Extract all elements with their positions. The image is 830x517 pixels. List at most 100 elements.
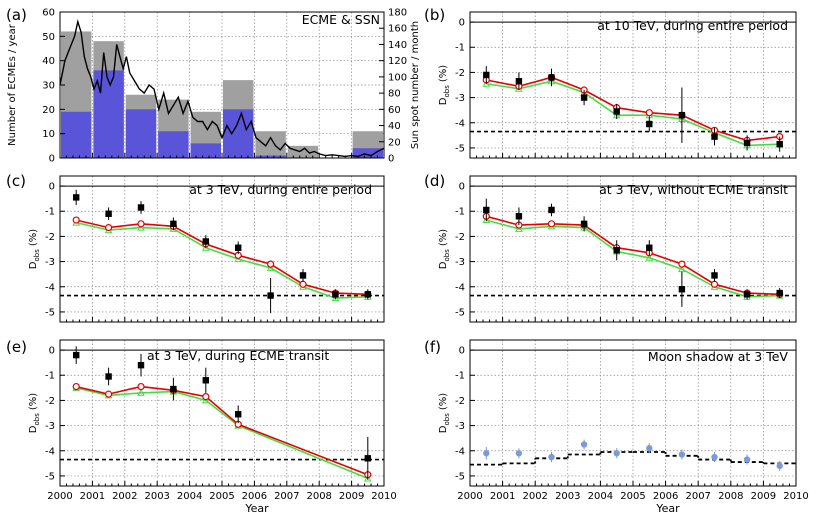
bar <box>190 143 221 158</box>
model-marker <box>72 216 80 224</box>
data-point <box>776 140 783 148</box>
y-tick-label: 60 <box>42 8 55 19</box>
data-point <box>743 139 751 147</box>
y-axis-title-main: D <box>28 425 39 433</box>
data-point <box>267 292 274 299</box>
panel-label: (b) <box>424 6 445 24</box>
x-tick-label: 2007 <box>685 491 710 502</box>
y-tick-label: -4 <box>455 446 465 457</box>
y2-tick-label: 100 <box>388 72 407 83</box>
panel-d: Dobs (%) 0 -1 -2 -3 -4 -5 (d) at 3 TeV, without E… <box>424 172 797 323</box>
y-tick-label: 0 <box>49 182 55 193</box>
y-tick-label: -5 <box>455 471 465 482</box>
x-tick-label: 2005 <box>620 491 645 502</box>
y-tick-label: -2 <box>45 232 55 243</box>
model-marker <box>104 390 113 398</box>
data-point <box>678 451 686 458</box>
model-marker <box>678 260 686 268</box>
y-axis-title-unit: (%) <box>438 393 449 410</box>
x-tick-label: 2006 <box>242 491 267 502</box>
data-point <box>364 455 371 462</box>
model-line <box>486 219 780 298</box>
x-tick-label: 2009 <box>751 491 776 502</box>
panel-title: ECME & SSN <box>302 12 380 27</box>
model-line <box>486 76 780 142</box>
model-marker <box>645 109 653 117</box>
model-marker <box>202 393 210 401</box>
data-point <box>678 112 686 119</box>
data-point <box>483 450 490 457</box>
y2-tick-label: 140 <box>388 40 407 51</box>
model-marker <box>645 253 654 261</box>
y-tick-label: -3 <box>455 93 465 104</box>
bar <box>61 111 92 158</box>
x-tick-label: 2008 <box>718 491 743 502</box>
y-tick-label: -4 <box>45 282 55 293</box>
plot-frame <box>59 175 385 323</box>
model-marker <box>72 382 80 391</box>
data-point <box>743 291 751 298</box>
y2-tick-label: 60 <box>388 105 401 116</box>
y2-tick-label: 20 <box>388 137 401 148</box>
model-line <box>76 387 369 480</box>
y-tick-label: 0 <box>49 346 55 357</box>
x-tick-label: 2007 <box>274 491 299 502</box>
y-axis-title-main: D <box>438 425 449 433</box>
x-tick-label: 2001 <box>490 491 515 502</box>
model-marker <box>710 280 719 288</box>
y-tick-label: -5 <box>455 307 465 318</box>
x-tick-label: 2001 <box>80 491 105 502</box>
data-point <box>678 286 686 293</box>
data-point <box>235 244 242 251</box>
panel-title: at 3 TeV, during ECME transit <box>147 348 329 363</box>
y-tick-label: -2 <box>455 396 465 407</box>
x-tick-label: 2004 <box>177 491 202 502</box>
y-tick-label: -1 <box>455 207 465 218</box>
data-point <box>332 291 339 298</box>
y-axis-title-main: D <box>438 97 449 105</box>
y-axis-title: Dobs (%) <box>438 65 451 105</box>
y2-tick-label: 40 <box>388 121 401 132</box>
data-point <box>515 450 523 457</box>
plot-frame <box>59 339 385 487</box>
data-point <box>613 247 620 254</box>
plot-frame <box>469 339 797 487</box>
plot-frame <box>59 11 385 159</box>
model-marker <box>363 474 372 482</box>
y-axis-title-sub: obs <box>443 249 451 262</box>
y-axis-title-unit: (%) <box>28 393 39 410</box>
x-tick-label: 2003 <box>144 491 169 502</box>
y-tick-label: -3 <box>455 421 465 432</box>
bar <box>158 131 189 158</box>
y-axis-title: Dobs (%) <box>438 393 451 433</box>
model-marker <box>137 223 145 231</box>
x-tick-label: 2010 <box>371 491 396 502</box>
panel-title: at 3 TeV, without ECME transit <box>599 182 788 197</box>
data-point <box>580 220 588 228</box>
y2-tick-label: 0 <box>388 154 394 165</box>
data-point <box>743 456 751 463</box>
y-tick-label: 30 <box>42 81 55 92</box>
y-axis-title-unit: (%) <box>438 229 449 246</box>
y-axis-title-sub: obs <box>33 413 41 426</box>
y-tick-label: 0 <box>49 154 55 165</box>
y-tick-label: -5 <box>45 471 55 482</box>
y-tick-label: 10 <box>42 129 55 140</box>
y-tick-label: -2 <box>455 232 465 243</box>
panel-title: at 3 TeV, during entire period <box>189 182 372 197</box>
y-axis-title-unit: (%) <box>28 229 39 246</box>
data-point <box>776 462 783 470</box>
model-marker <box>201 396 210 404</box>
y-tick-label: -4 <box>455 118 465 129</box>
panel-e: Dobs (%) 0 -1 -2 -3 -4 -5 2000 2001 2002 2003 2004 20… <box>6 338 397 515</box>
y-axis-title: Dobs (%) <box>28 229 41 269</box>
bar <box>125 109 157 158</box>
y-tick-label: -2 <box>455 68 465 79</box>
model-marker <box>137 220 145 228</box>
data-point <box>170 385 177 393</box>
x-axis-title: Year <box>244 502 269 515</box>
y2-axis-title: Sun spot number / month <box>410 21 421 149</box>
data-point <box>515 78 523 85</box>
data-point <box>711 272 718 279</box>
